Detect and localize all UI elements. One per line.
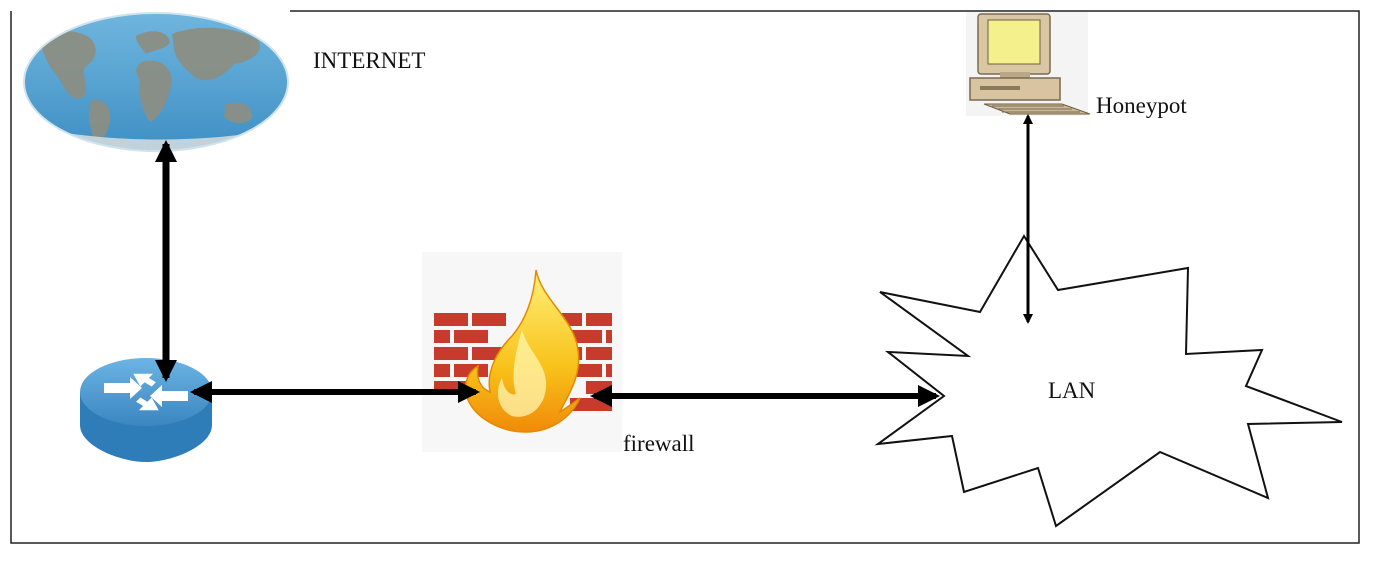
router-icon xyxy=(80,358,212,462)
honeypot-label: Honeypot xyxy=(1096,93,1187,118)
firewall-icon xyxy=(422,252,622,452)
world-map-icon xyxy=(23,12,289,152)
firewall-label: firewall xyxy=(623,431,695,456)
desktop-computer-icon xyxy=(966,12,1091,116)
lan-label: LAN xyxy=(1048,378,1096,403)
diagram-frame xyxy=(10,10,1360,544)
internet-label: INTERNET xyxy=(313,48,426,73)
cloud-burst-icon xyxy=(874,234,1343,528)
